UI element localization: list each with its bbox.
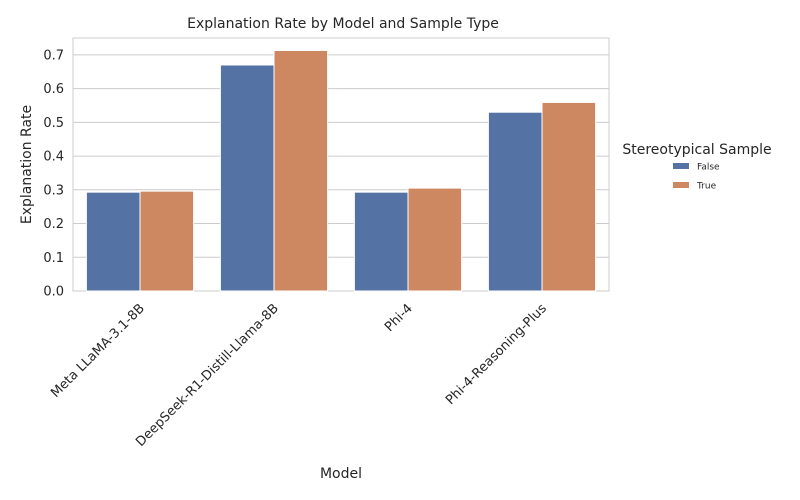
y-tick-label: 0.3: [43, 183, 64, 198]
x-tick-labels: Meta LLaMA-3.1-8BDeepSeek-R1-Distill-Lla…: [48, 301, 550, 450]
bar-false-3: [487, 111, 543, 292]
legend-label-false: False: [697, 163, 720, 173]
y-tick-label: 0.0: [43, 285, 64, 300]
y-axis-title: Explanation Rate: [19, 105, 35, 224]
y-tick-label: 0.6: [43, 82, 64, 97]
x-axis-title: Model: [320, 466, 362, 482]
x-tick-label: Phi-4: [382, 301, 416, 335]
y-tick-label: 0.4: [43, 150, 64, 165]
x-tick-label: Meta LLaMA-3.1-8B: [48, 301, 148, 401]
legend-label-true: True: [696, 182, 717, 192]
bar-true-0: [139, 190, 195, 292]
bar-true-1: [273, 49, 329, 292]
bar-false-0: [85, 191, 141, 292]
y-tick-label: 0.1: [43, 251, 64, 266]
y-tick-label: 0.2: [43, 217, 64, 232]
y-tick-label: 0.7: [43, 48, 64, 63]
bar-false-1: [219, 64, 275, 292]
bar-false-2: [353, 191, 409, 292]
legend: Stereotypical Sample False True: [622, 142, 771, 192]
legend-swatch-true: [673, 182, 689, 188]
y-tick-labels: 0.0 0.1 0.2 0.3 0.4 0.5 0.6 0.7: [43, 48, 64, 299]
legend-title: Stereotypical Sample: [622, 142, 771, 158]
bars: [85, 49, 597, 292]
bar-true-2: [407, 187, 463, 292]
chart-title: Explanation Rate by Model and Sample Typ…: [187, 16, 499, 32]
bar-true-3: [541, 101, 597, 292]
legend-items: False True: [673, 163, 720, 192]
legend-swatch-false: [673, 163, 689, 169]
y-tick-label: 0.5: [43, 116, 64, 131]
x-tick-label: DeepSeek-R1-Distill-Llama-8B: [133, 301, 282, 450]
x-tick-label: Phi-4-Reasoning-Plus: [443, 301, 550, 408]
